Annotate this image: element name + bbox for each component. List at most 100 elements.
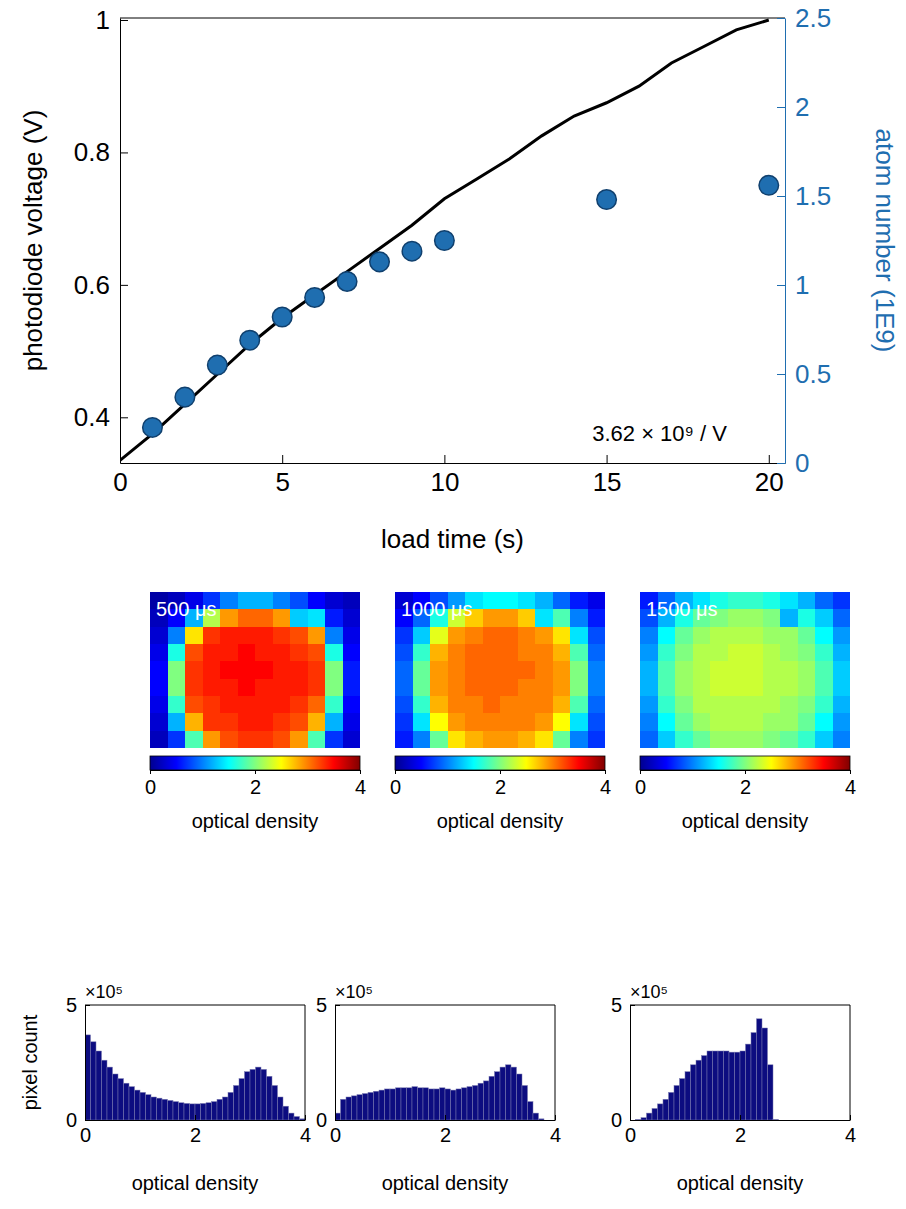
heatmap-cell [588, 713, 606, 731]
heatmap-cell [308, 644, 326, 662]
heatmap-cell [588, 679, 606, 697]
histogram-bar [456, 1089, 462, 1120]
tick-mark [777, 107, 785, 108]
histogram-bar [473, 1086, 479, 1121]
heatmap-cell [150, 627, 168, 645]
tick-mark [120, 285, 128, 286]
axis-line [630, 1006, 631, 1121]
colorbar [640, 756, 850, 770]
heatmap-cell [273, 713, 291, 731]
tick-mark [395, 770, 396, 774]
heatmap-cell [710, 627, 728, 645]
heatmap-cell [413, 627, 431, 645]
histogram-bar [773, 1119, 779, 1120]
heatmap-cell [763, 713, 781, 731]
heatmap-cell [395, 627, 413, 645]
tick-label: 0 [66, 1109, 77, 1131]
histogram-panel: 02405×10⁵optical density [316, 982, 561, 1194]
heatmap-cell [483, 731, 501, 748]
heatmap-cell [185, 627, 203, 645]
heatmap-cell [815, 627, 833, 645]
frame-line [555, 1005, 556, 1120]
histogram-bar [140, 1092, 146, 1120]
heatmap-cell [273, 592, 291, 610]
heatmap-cell [220, 696, 238, 714]
histogram-bar [223, 1097, 229, 1120]
heatmap-cell [693, 713, 711, 731]
histogram-bar [817, 1120, 823, 1121]
axis-multiplier: ×10⁵ [335, 982, 373, 1002]
tick-mark [445, 1115, 446, 1120]
heatmap-cell [220, 644, 238, 662]
tick-mark [850, 1115, 851, 1120]
heatmap-cell [325, 731, 343, 748]
y2-axis-title: atom number (1E9) [870, 129, 900, 353]
tick: 15 [593, 455, 622, 497]
heatmap-cell [833, 661, 851, 679]
heatmap-cell [255, 731, 273, 748]
histogram-bar [669, 1092, 675, 1120]
heatmap-cell [290, 731, 308, 748]
heatmap-cell [325, 592, 343, 610]
tick-mark [305, 1115, 306, 1120]
heatmap-cell [238, 592, 256, 610]
histogram-bar [91, 1042, 97, 1120]
heatmap-cell [238, 713, 256, 731]
heatmap-cell [500, 644, 518, 662]
heatmap-cell [430, 661, 448, 679]
colorbar-title: optical density [682, 810, 809, 832]
data-point [272, 307, 292, 327]
heatmap-cell [483, 592, 501, 610]
heatmap-cell [343, 661, 361, 679]
heatmap-cell [815, 661, 833, 679]
heatmap-cell [465, 696, 483, 714]
heatmap-cell [640, 713, 658, 731]
axis-line [120, 19, 121, 464]
heatmap-cell [570, 713, 588, 731]
histogram-bar [228, 1092, 234, 1120]
heatmap-cell [273, 609, 291, 627]
heatmap-cell [693, 696, 711, 714]
histogram-bar [506, 1065, 512, 1120]
tick-label: 4 [355, 776, 366, 798]
heatmap-cell [553, 661, 571, 679]
tick-label: 0 [80, 1124, 91, 1146]
tick-mark [630, 1005, 635, 1006]
heatmap-cell [343, 679, 361, 697]
histogram-bar [184, 1103, 190, 1120]
tick-mark [360, 770, 361, 774]
histogram-bar [385, 1089, 391, 1120]
tick-mark [335, 1005, 340, 1006]
data-line [120, 20, 769, 460]
tick-mark [195, 1115, 196, 1120]
tick-label: 0 [113, 467, 127, 497]
tick-label: 1 [96, 5, 110, 35]
tick: 4 [845, 1115, 856, 1146]
heatmap-cell [308, 731, 326, 748]
heatmap-cell [220, 609, 238, 627]
heatmap-cell [448, 627, 466, 645]
histogram-bar [539, 1119, 545, 1120]
heatmap-cell [675, 644, 693, 662]
histogram-bar [401, 1088, 407, 1120]
heatmap-cell [203, 731, 221, 748]
heatmap-cell [185, 713, 203, 731]
tick: 4 [355, 770, 366, 798]
xticks-axis: 024 [625, 1115, 856, 1146]
heatmap-cell [448, 661, 466, 679]
heatmap-cell [255, 609, 273, 627]
tick-mark [745, 770, 746, 774]
tick: 2 [777, 92, 809, 122]
tick: 2.5 [777, 3, 831, 33]
histogram-bar [691, 1065, 697, 1120]
heatmap-cell [518, 696, 536, 714]
heatmap-cell [150, 696, 168, 714]
tick-mark [640, 770, 641, 774]
heatmap-cell [535, 592, 553, 610]
heatmap-cell [185, 731, 203, 748]
colorbar [395, 756, 605, 770]
tick: 0.4 [74, 402, 128, 432]
heatmap-cell [255, 644, 273, 662]
histogram-bar [495, 1072, 501, 1120]
heatmap-cell [675, 731, 693, 748]
